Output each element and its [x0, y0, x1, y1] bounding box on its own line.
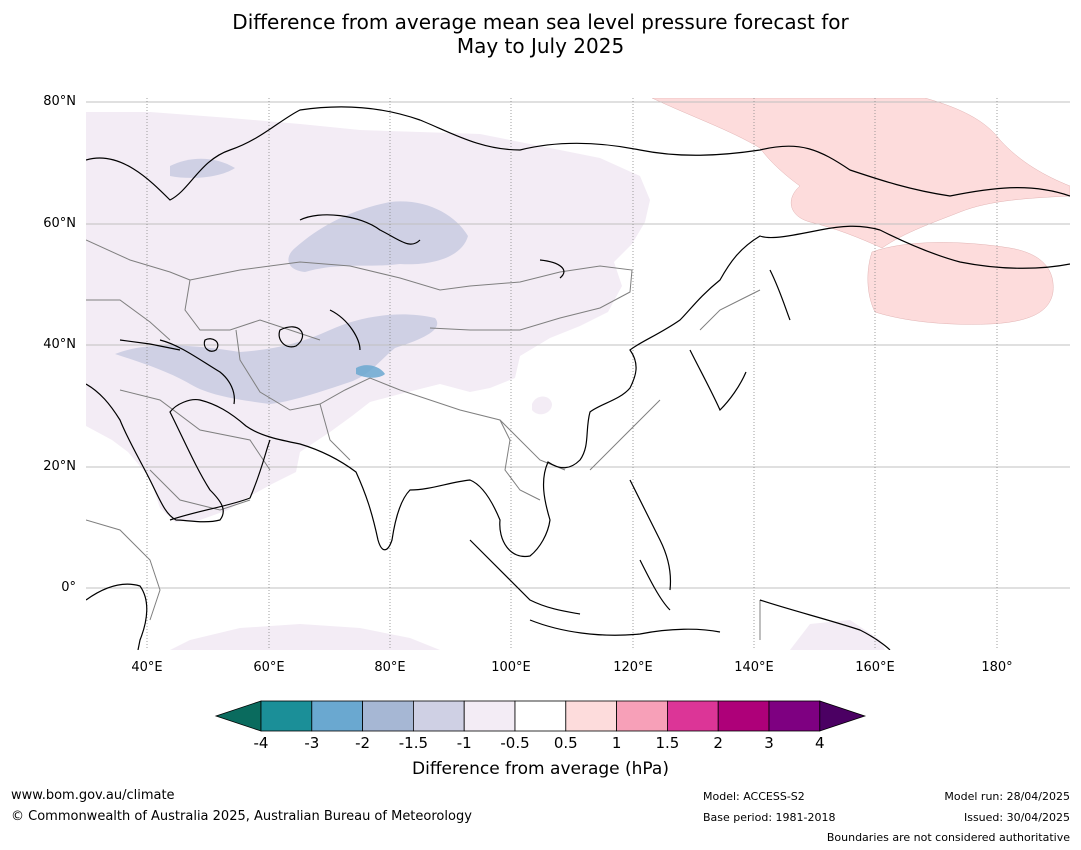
boundaries-disclaimer: Boundaries are not considered authoritat… [826, 831, 1070, 844]
colorbar-swatch [514, 700, 567, 732]
model-run-date: Model run: 28/04/2025 [944, 790, 1070, 803]
band-blue [356, 365, 385, 378]
copyright-text: © Commonwealth of Australia 2025, Austra… [11, 809, 472, 824]
colorbar-extend-low [214, 700, 262, 732]
lon-label-80e: 80°E [374, 660, 406, 675]
colorbar-swatch [717, 700, 770, 732]
lon-label-160e: 160°E [855, 660, 895, 675]
title-line-2: May to July 2025 [456, 34, 625, 58]
lat-label-0: 0° [61, 580, 76, 595]
colorbar-swatch [667, 700, 719, 732]
lon-label-100e: 100°E [491, 660, 531, 675]
website-link[interactable]: www.bom.gov.au/climate [11, 788, 175, 803]
lat-label-80n: 80°N [43, 94, 76, 109]
colorbar-extend-high [819, 700, 867, 732]
colorbar-swatch [362, 700, 414, 732]
colorbar-swatch [260, 700, 313, 732]
lon-label-140e: 140°E [734, 660, 774, 675]
lon-gridlines [146, 98, 998, 650]
colorbar-tick-label: -1 [456, 734, 472, 752]
map [86, 98, 1070, 650]
colorbar-tick-label: -2 [355, 734, 371, 752]
base-period: Base period: 1981-2018 [703, 811, 836, 824]
model-name: Model: ACCESS-S2 [703, 790, 805, 803]
colorbar-tick-label: 1 [611, 734, 622, 752]
band-light-purple-south [170, 624, 440, 650]
colorbar-tick-label: -1.5 [398, 734, 429, 752]
band-pink-north [651, 98, 1070, 249]
lat-gridlines [86, 101, 1070, 589]
band-light-purple-blob [532, 396, 552, 415]
lat-label-60n: 60°N [43, 216, 76, 231]
colorbar-label: Difference from average (hPa) [412, 759, 669, 779]
colorbar-swatch [311, 700, 363, 732]
lat-label-20n: 20°N [43, 459, 76, 474]
lon-label-40e: 40°E [131, 660, 163, 675]
colorbar [214, 700, 867, 732]
colorbar-tick-label: -3 [304, 734, 320, 752]
colorbar-tick-label: 0.5 [553, 734, 578, 752]
colorbar-swatch [463, 700, 516, 732]
country-borders [86, 239, 761, 640]
colorbar-swatch [412, 700, 465, 732]
coastlines [86, 106, 1070, 650]
colorbar-swatch [565, 700, 617, 732]
colorbar-tick-label: 3 [764, 734, 774, 752]
band-lavender-2 [288, 201, 468, 272]
title-line-1: Difference from average mean sea level p… [232, 10, 849, 34]
colorbar-tick-label: -4 [253, 734, 269, 752]
colorbar-tick-label: 2 [713, 734, 723, 752]
lon-label-180: 180° [981, 660, 1013, 675]
colorbar-tick-label: -0.5 [500, 734, 530, 752]
band-light-purple [86, 112, 650, 522]
lon-label-60e: 60°E [253, 660, 285, 675]
colorbar-swatch [616, 700, 668, 732]
chart-title: Difference from average mean sea level p… [0, 10, 1081, 58]
colorbar-tick-label: 4 [815, 734, 825, 752]
lon-label-120e: 120°E [613, 660, 653, 675]
colorbar-swatch [768, 700, 821, 732]
lat-label-40n: 40°N [43, 337, 76, 352]
colorbar-tick-label: 1.5 [655, 734, 680, 752]
issued-date: Issued: 30/04/2025 [963, 811, 1070, 824]
band-light-purple-png [790, 620, 885, 650]
